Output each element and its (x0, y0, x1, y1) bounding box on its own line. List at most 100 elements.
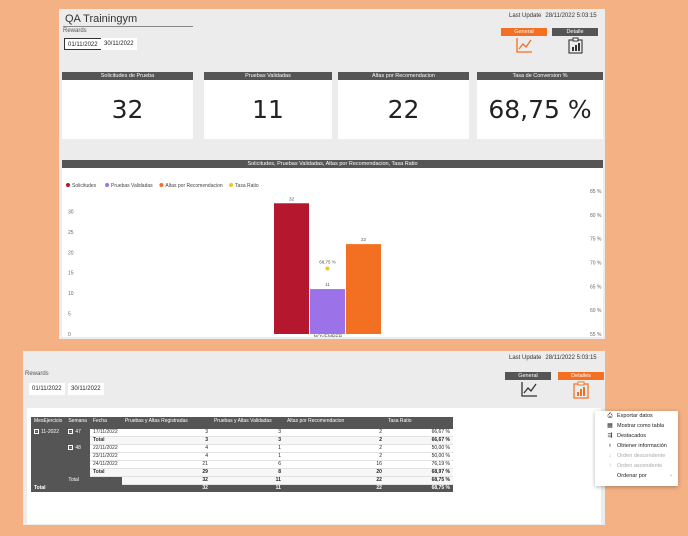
lightbulb-icon: ♁ (607, 443, 613, 449)
col-fecha-header[interactable]: Fecha (89, 417, 122, 429)
menu-item-label: Exportar datos (617, 413, 653, 419)
tab-detalles-bottom[interactable]: Detalles (558, 372, 604, 380)
mes-value: 11-2022 (41, 429, 59, 435)
tab-general[interactable]: General (501, 28, 547, 36)
col-semana-header[interactable]: Semana (65, 417, 90, 429)
row-header-semana-48[interactable]: −48 (65, 444, 90, 477)
grand-total-label: Total (31, 484, 122, 492)
ratio-data-label: 68,75 % (319, 259, 336, 264)
altas-cell: 2 (283, 452, 385, 461)
validadas-cell: 3 (210, 429, 284, 437)
y-right-tick-label: 75 % (590, 237, 602, 243)
row-header-semana-47[interactable]: −47 (65, 429, 90, 445)
y-left-tick-label: 25 (68, 230, 74, 236)
tasa-cell: 66,67 % (384, 429, 453, 437)
table-row-subtotal[interactable]: Total 3 3 2 66,67 % (31, 436, 453, 445)
table-row-subtotal[interactable]: Total 29 8 20 68,97 % (31, 468, 453, 477)
table-row[interactable]: 24/11/2022 21 6 16 76,19 % (31, 460, 453, 469)
col-registradas-header[interactable]: Pruebas y Altas Registradas (121, 417, 211, 429)
menu-item-insights[interactable]: ♁ Obtener información (595, 441, 678, 451)
bar-data-label: 22 (361, 237, 367, 242)
collapse-icon[interactable]: − (68, 429, 74, 434)
bar-data-label: 11 (325, 282, 330, 287)
line-chart-icon[interactable] (516, 37, 533, 53)
legend-label: Tasa Ratio (235, 183, 259, 189)
legend-label: Solicitudes (72, 183, 97, 189)
collapse-icon[interactable]: − (34, 429, 39, 434)
subtotal-label: Total (89, 436, 122, 445)
bar-data-label: 32 (289, 196, 295, 201)
menu-item-spotlight[interactable]: ⇶ Destacados (595, 431, 678, 441)
registradas-cell: 3 (121, 429, 211, 437)
spotlight-icon: ⇶ (607, 433, 613, 439)
table-row[interactable]: 23/11/2022 4 1 2 50,00 % (31, 452, 453, 461)
tasa-cell: 76,19 % (384, 460, 453, 469)
y-left-tick-label: 20 (68, 250, 74, 256)
table-row[interactable]: −11-2022 −47 17/11/2022 3 3 2 66,67 % (31, 429, 453, 485)
tab-general-bottom[interactable]: General (505, 372, 551, 380)
fecha-cell: 23/11/2022 (89, 452, 122, 461)
tasa-cell: 68,97 % (384, 468, 453, 477)
menu-item-show-table[interactable]: ▦ Mostrar como tabla (595, 421, 678, 431)
row-header-mes[interactable]: −11-2022 (31, 429, 66, 485)
y-right-tick-label: 65 % (590, 284, 602, 290)
combo-chart[interactable]: Solicitudes Pruebas Validadas Altas por Re… (62, 168, 603, 337)
y-right-tick-label: 80 % (590, 213, 602, 219)
altas-cell: 2 (283, 444, 385, 453)
menu-item-sort-by[interactable]: Ordenar por › (595, 471, 678, 481)
altas-cell: 20 (283, 468, 385, 477)
validadas-cell: 8 (210, 468, 284, 477)
legend-marker (66, 183, 70, 187)
table-icon: ▦ (607, 423, 613, 429)
menu-item-export[interactable]: ⎙ Exportar datos (595, 411, 678, 421)
table-row-mes-total[interactable]: Total 32 11 22 68,75 % (31, 476, 453, 485)
date-to-input[interactable]: 30/11/2022 (101, 38, 137, 50)
legend-label: Altas por Recomendacion (165, 183, 222, 189)
kpi-altas-header: Altas por Recomendacion (338, 72, 469, 80)
y-right-tick-label: 55 % (590, 332, 602, 337)
kpi-pruebas-header: Pruebas Validadas (204, 72, 332, 80)
ratio-point (325, 266, 330, 271)
date-from-input[interactable]: 01/11/2022 (64, 38, 102, 50)
clipboard-chart-icon[interactable] (567, 37, 584, 54)
altas-cell: 22 (283, 484, 385, 492)
col-tasa-header[interactable]: Tasa Ratio (384, 417, 453, 429)
title-divider (63, 26, 193, 27)
collapse-icon[interactable]: − (68, 444, 74, 450)
y-left-tick-label: 5 (68, 312, 71, 318)
col-altas-header[interactable]: Altas por Recomendacion (283, 417, 385, 429)
tasa-cell: 68,75 % (384, 484, 453, 492)
detail-matrix-table[interactable]: MesEjercicio Semana Fecha Pruebas y Alta… (31, 417, 453, 492)
fecha-cell: 24/11/2022 (89, 460, 122, 469)
chart-canvas: Solicitudes Pruebas Validadas Altas por Re… (66, 183, 602, 338)
fecha-cell: 22/11/2022 (89, 444, 122, 453)
menu-item-sort-desc: ↓ Orden descendente (595, 451, 678, 461)
registradas-cell: 29 (121, 468, 211, 477)
x-category-label: NOVEMBER (314, 335, 343, 338)
registradas-cell: 32 (121, 484, 211, 492)
kpi-pruebas-value: 11 (204, 80, 332, 139)
line-chart-icon[interactable] (521, 381, 538, 397)
validadas-cell: 6 (210, 460, 284, 469)
kpi-tasa-header: Tasa de Conversion % (477, 72, 603, 80)
registradas-cell: 32 (121, 476, 211, 485)
sort-desc-icon: ↓ (608, 453, 612, 459)
y-left-tick-label: 15 (68, 271, 74, 277)
rewards-label: Rewards (63, 28, 87, 34)
col-validadas-header[interactable]: Pruebas y Altas Validadas (210, 417, 284, 429)
y-left-tick-label: 30 (68, 209, 74, 215)
table-row-grand-total[interactable]: Total 32 11 22 68,75 % (31, 484, 453, 492)
clipboard-chart-icon[interactable] (572, 381, 590, 399)
kpi-altas-value: 22 (338, 80, 469, 139)
bar (346, 244, 381, 334)
detail-report-page: Last Update 28/11/2022 5:03:15 Rewards 01… (23, 351, 605, 525)
last-update-value-bottom: 28/11/2022 5:03:15 (545, 355, 597, 361)
table-row[interactable]: −48 22/11/2022 4 1 2 50,00 % (31, 444, 453, 477)
date-from-input-bottom[interactable]: 01/11/2022 (29, 383, 65, 395)
date-to-input-bottom[interactable]: 30/11/2022 (68, 383, 104, 395)
fecha-cell: 17/11/2022 (89, 429, 122, 437)
tab-detalle[interactable]: Detalle (552, 28, 598, 36)
validadas-cell: 3 (210, 436, 284, 445)
col-mes-header[interactable]: MesEjercicio (31, 417, 66, 429)
y-right-tick-label: 85 % (590, 189, 602, 195)
